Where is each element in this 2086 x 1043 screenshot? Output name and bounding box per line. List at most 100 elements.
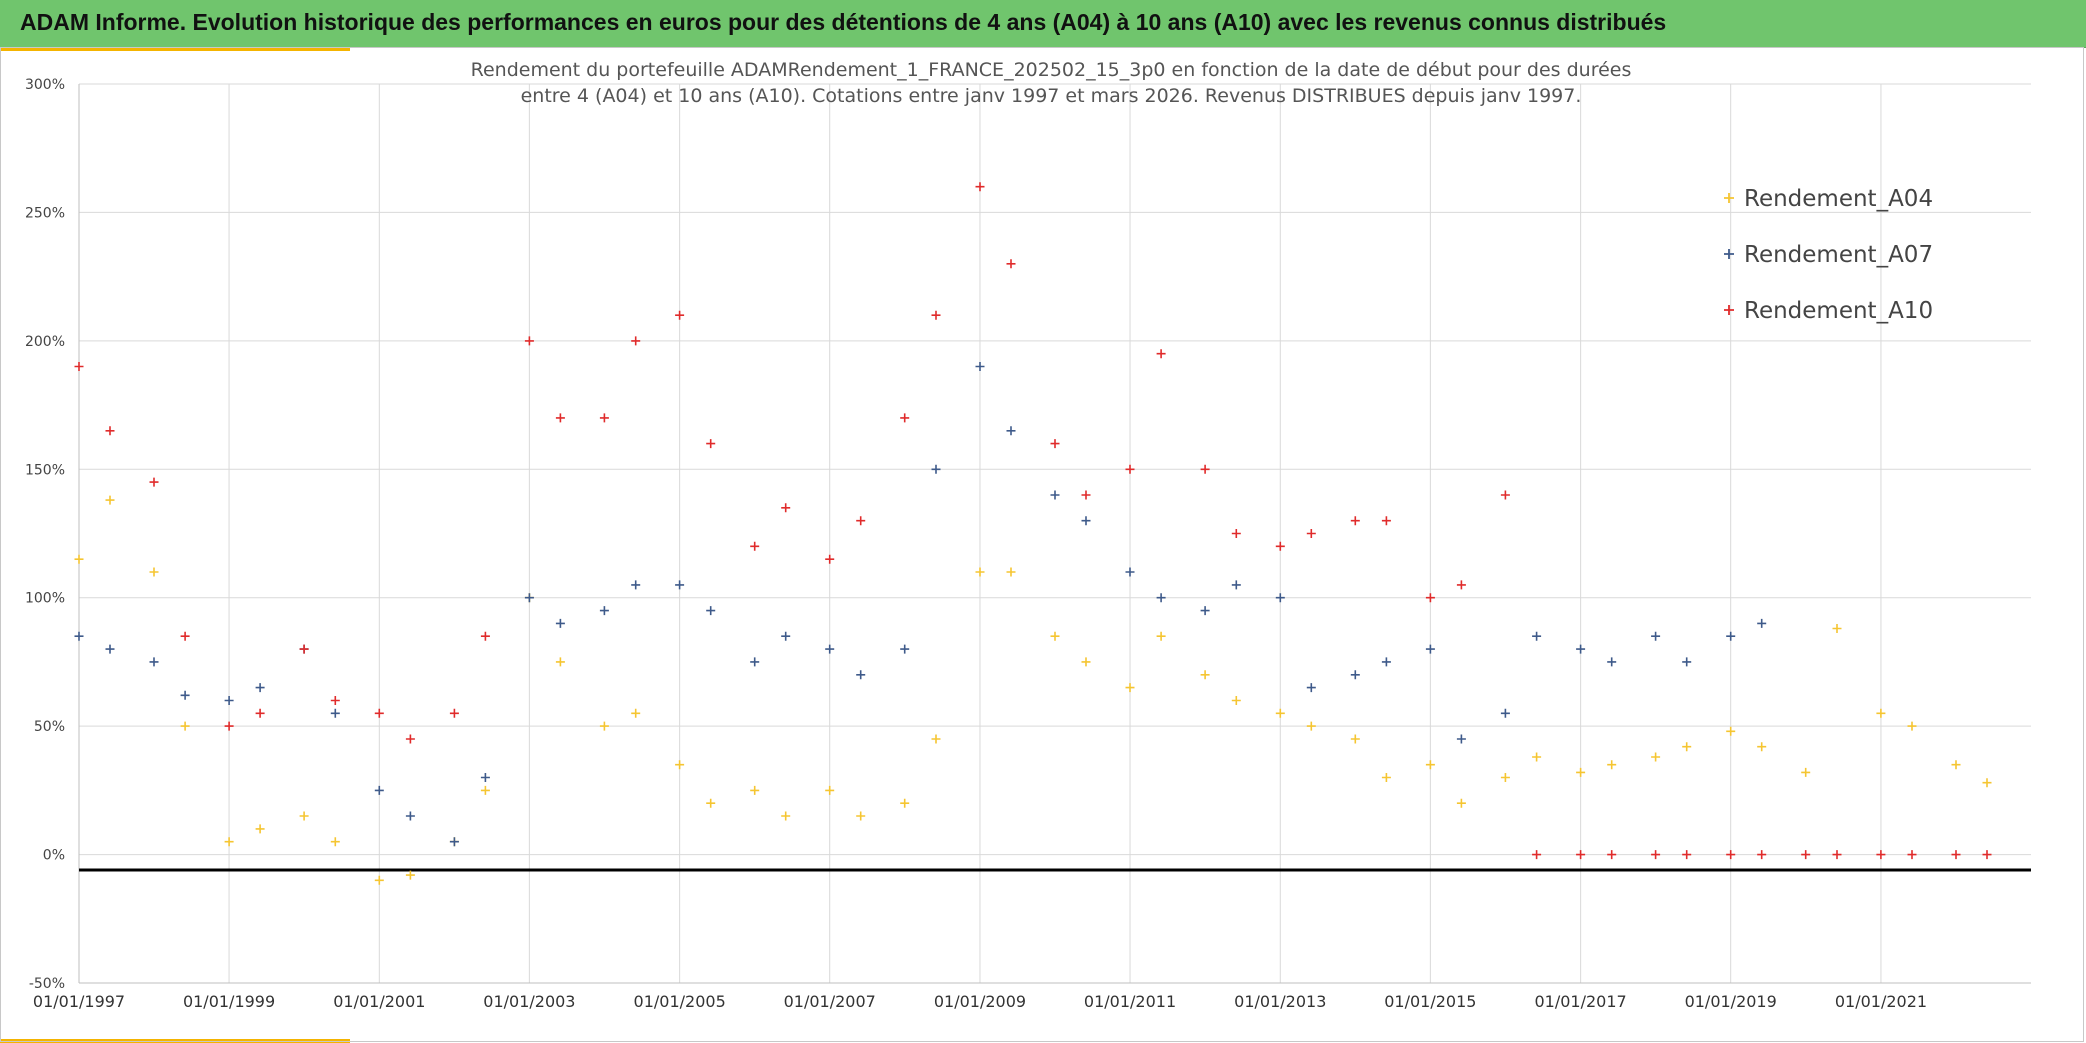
y-tick-label: 0% bbox=[43, 848, 65, 864]
x-tick-label: 01/01/2005 bbox=[634, 992, 726, 1011]
legend-marker bbox=[1724, 249, 1734, 259]
data-point bbox=[74, 554, 84, 564]
data-point bbox=[149, 477, 159, 487]
data-point bbox=[1156, 593, 1166, 603]
header-bar: ADAM Informe. Evolution historique des p… bbox=[0, 0, 2086, 48]
data-point bbox=[1050, 631, 1060, 641]
x-tick-label: 01/01/2019 bbox=[1685, 992, 1777, 1011]
data-point bbox=[1757, 618, 1767, 628]
data-point bbox=[1907, 721, 1917, 731]
data-point bbox=[1651, 631, 1661, 641]
data-point bbox=[1726, 631, 1736, 641]
data-point bbox=[1081, 490, 1091, 500]
data-point bbox=[1050, 490, 1060, 500]
data-point bbox=[224, 721, 234, 731]
data-point bbox=[405, 734, 415, 744]
data-point bbox=[74, 362, 84, 371]
data-point bbox=[706, 439, 716, 449]
data-point bbox=[750, 541, 760, 551]
data-point bbox=[1801, 767, 1811, 777]
data-point bbox=[224, 696, 234, 705]
legend-marker bbox=[1724, 305, 1734, 315]
data-point bbox=[781, 631, 791, 641]
data-point bbox=[1425, 593, 1435, 603]
data-point bbox=[1500, 708, 1510, 718]
data-point bbox=[781, 811, 791, 821]
data-point bbox=[1200, 464, 1210, 474]
data-point bbox=[631, 336, 641, 346]
data-point bbox=[900, 413, 910, 423]
data-point bbox=[675, 310, 685, 320]
data-point bbox=[1682, 742, 1692, 752]
data-point bbox=[599, 413, 609, 423]
data-point bbox=[1576, 644, 1586, 654]
data-point bbox=[1306, 683, 1316, 693]
data-point bbox=[856, 670, 866, 680]
data-point bbox=[1425, 760, 1435, 770]
data-point bbox=[781, 503, 791, 513]
y-tick-label: 150% bbox=[25, 462, 65, 478]
points-layer bbox=[74, 182, 1992, 885]
data-point bbox=[1156, 631, 1166, 641]
data-point bbox=[1350, 734, 1360, 744]
data-point bbox=[631, 708, 641, 718]
data-point bbox=[1532, 850, 1542, 860]
data-point bbox=[330, 708, 340, 718]
data-point bbox=[299, 644, 309, 654]
grid-layer bbox=[78, 83, 2031, 984]
data-point bbox=[224, 837, 234, 847]
x-tick-label: 01/01/2001 bbox=[333, 992, 425, 1011]
data-point bbox=[1381, 773, 1391, 782]
data-point bbox=[1801, 850, 1811, 860]
chart-svg: 300% 250% 200% 150% 100% 50% 0% -50%01/01/1997 0… bbox=[25, 59, 2031, 1011]
data-point bbox=[1200, 606, 1210, 616]
data-point bbox=[1081, 516, 1091, 526]
data-point bbox=[975, 567, 985, 577]
data-point bbox=[524, 593, 534, 603]
data-point bbox=[180, 721, 190, 731]
y-tick-label: 100% bbox=[25, 591, 65, 607]
data-point bbox=[330, 696, 340, 705]
data-point bbox=[330, 837, 340, 847]
data-point bbox=[105, 644, 115, 654]
data-point bbox=[1607, 760, 1617, 770]
legend-label: Rendement_A04 bbox=[1744, 186, 1933, 212]
data-point bbox=[1200, 670, 1210, 680]
data-point bbox=[1757, 850, 1767, 860]
data-point bbox=[856, 811, 866, 821]
data-point bbox=[931, 464, 941, 474]
data-point bbox=[105, 426, 115, 436]
data-point bbox=[480, 631, 490, 641]
data-point bbox=[706, 606, 716, 616]
x-tick-label: 01/01/2007 bbox=[784, 992, 876, 1011]
data-point bbox=[1576, 850, 1586, 860]
data-point bbox=[1231, 580, 1241, 590]
x-tick-label: 01/01/2015 bbox=[1384, 992, 1476, 1011]
data-point bbox=[1500, 773, 1510, 782]
data-point bbox=[1951, 760, 1961, 770]
data-point bbox=[1757, 742, 1767, 752]
data-point bbox=[975, 182, 985, 192]
data-point bbox=[1350, 670, 1360, 680]
x-tick-label: 01/01/2003 bbox=[483, 992, 575, 1011]
data-point bbox=[1682, 657, 1692, 667]
data-point bbox=[1576, 767, 1586, 777]
data-point bbox=[599, 606, 609, 616]
data-point bbox=[1607, 657, 1617, 667]
legend-label: Rendement_A10 bbox=[1744, 298, 1933, 324]
data-point bbox=[255, 708, 265, 718]
data-point bbox=[1876, 708, 1886, 718]
data-point bbox=[1532, 631, 1542, 641]
data-point bbox=[405, 811, 415, 821]
data-point bbox=[1275, 541, 1285, 551]
data-point bbox=[255, 683, 265, 693]
page-title: ADAM Informe. Evolution historique des p… bbox=[20, 9, 1667, 35]
data-point bbox=[675, 580, 685, 590]
data-point bbox=[1425, 644, 1435, 654]
data-point bbox=[1381, 657, 1391, 667]
data-point bbox=[1456, 798, 1466, 808]
data-point bbox=[480, 773, 490, 782]
data-point bbox=[750, 657, 760, 667]
data-point bbox=[374, 708, 384, 718]
data-point bbox=[480, 785, 490, 795]
